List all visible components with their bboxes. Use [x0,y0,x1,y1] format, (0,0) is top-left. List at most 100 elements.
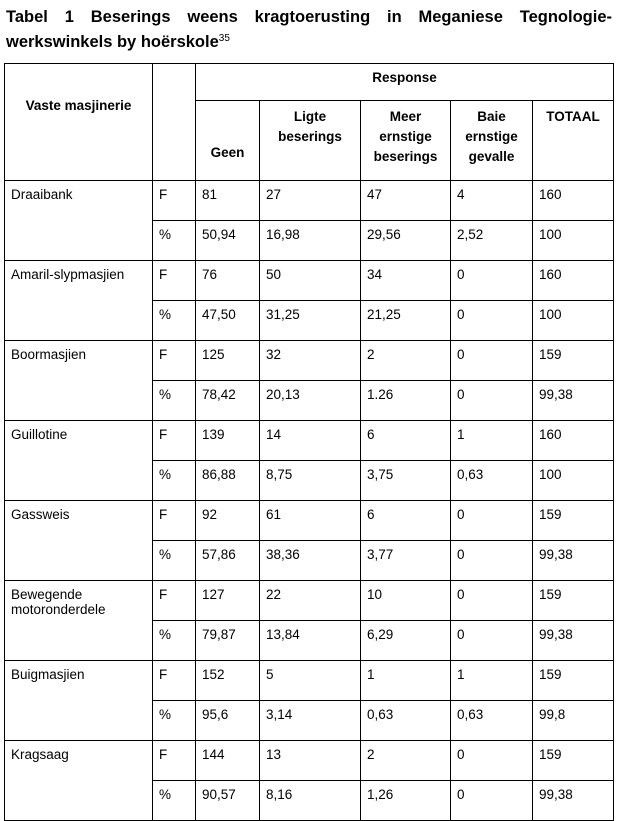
value-cell: 160 [531,420,615,461]
measure-label: % [152,620,196,661]
table-row: Guillotine F 139 14 6 1 160 [4,420,615,501]
value-cell: 47,50 [195,300,260,341]
value-cell: 31,25 [259,300,361,341]
measure-label: % [152,460,196,501]
measure-label: F [152,580,196,621]
value-cell: 0 [450,380,533,421]
value-cell: 1 [450,420,533,461]
value-cell: 0 [450,620,533,661]
value-cell: 99,8 [531,700,615,741]
value-cell: 6 [360,500,451,541]
value-cell: 99,38 [531,620,615,661]
machine-name: Amaril-slypmasjien [4,260,153,341]
value-cell: 125 [195,340,260,381]
value-cell: 86,88 [195,460,260,501]
header-blank [152,63,196,181]
measure-label: F [152,260,196,301]
measure-label: % [152,220,196,261]
value-cell: 92 [195,500,260,541]
value-cell: 78,42 [195,380,260,421]
value-cell: 16,98 [259,220,361,261]
machine-name: Boormasjien [4,340,153,421]
caption-text: werkswinkels by hoërskole [6,33,219,51]
value-cell: 100 [531,460,615,501]
value-cell: 1 [360,660,451,701]
table-row: Amaril-slypmasjien F 76 50 34 0 160 [4,260,615,341]
value-cell: 50 [259,260,361,301]
value-cell: 159 [531,740,615,781]
value-cell: 34 [360,260,451,301]
measure-label: % [152,700,196,741]
value-cell: 99,38 [531,780,615,821]
measure-label: F [152,500,196,541]
value-cell: 0 [450,740,533,781]
value-cell: 100 [531,300,615,341]
header-response: Response [194,63,615,101]
value-cell: 8,75 [259,460,361,501]
value-cell: 6 [360,420,451,461]
value-cell: 99,38 [531,380,615,421]
caption-line-2: werkswinkels by hoërskole35 [6,28,612,53]
value-cell: 4 [450,180,533,221]
column-header: Meer ernstige beserings [360,100,451,181]
value-cell: 5 [259,660,361,701]
value-cell: 1 [450,660,533,701]
machine-name: Gassweis [4,500,153,581]
machine-name: Bewegende motoronderdele [4,580,153,661]
measure-label: % [152,300,196,341]
table-row: Buigmasjien F 152 5 1 1 159 [4,660,615,741]
caption-line-1: Tabel 1 Beserings weens kragtoerusting i… [6,8,612,26]
value-cell: 159 [531,660,615,701]
value-cell: 29,56 [360,220,451,261]
table-row: Draaibank F 81 27 47 4 160 [4,180,615,261]
value-cell: 159 [531,580,615,621]
table-row: Kragsaag F 144 13 2 0 159 [4,740,615,821]
value-cell: 1,26 [360,780,451,821]
value-cell: 3,14 [259,700,361,741]
value-cell: 50,94 [195,220,260,261]
value-cell: 13,84 [259,620,361,661]
value-cell: 3,75 [360,460,451,501]
measure-label: F [152,420,196,461]
value-cell: 81 [195,180,260,221]
value-cell: 76 [195,260,260,301]
value-cell: 139 [195,420,260,461]
measure-label: % [152,540,196,581]
table-row: % 47,50 31,25 21,25 0 100 [5,300,615,341]
value-cell: 20,13 [259,380,361,421]
column-header: Baie ernstige gevalle [450,100,533,181]
value-cell: 160 [531,260,615,301]
value-cell: 2 [360,740,451,781]
table-caption: Tabel 1 Beserings weens kragtoerusting i… [6,6,612,53]
column-header: Geen [195,100,260,181]
value-cell: 2 [360,340,451,381]
value-cell: 0 [450,500,533,541]
footnote-ref: 35 [218,33,230,44]
value-cell: 47 [360,180,451,221]
machine-name: Draaibank [4,180,153,261]
value-cell: 79,87 [195,620,260,661]
machine-name: Guillotine [4,420,153,501]
table-row: % 86,88 8,75 3,75 0,63 100 [5,460,615,501]
value-cell: 61 [259,500,361,541]
table-row: Boormasjien F 125 32 2 0 159 [4,340,615,421]
value-cell: 22 [259,580,361,621]
machine-name: Buigmasjien [4,660,153,741]
value-cell: 14 [259,420,361,461]
value-cell: 100 [531,220,615,261]
value-cell: 38,36 [259,540,361,581]
value-cell: 0 [450,580,533,621]
column-header: TOTAAL [531,100,615,181]
value-cell: 0 [450,340,533,381]
value-cell: 21,25 [360,300,451,341]
value-cell: 32 [259,340,361,381]
table-row: % 50,94 16,98 29,56 2,52 100 [5,220,615,261]
machine-name: Kragsaag [4,740,153,821]
table-row: Gassweis F 92 61 6 0 159 [4,500,615,581]
value-cell: 13 [259,740,361,781]
value-cell: 6,29 [360,620,451,661]
column-header: Ligte beserings [259,100,361,181]
value-cell: 10 [360,580,451,621]
value-cell: 152 [195,660,260,701]
value-cell: 99,38 [531,540,615,581]
